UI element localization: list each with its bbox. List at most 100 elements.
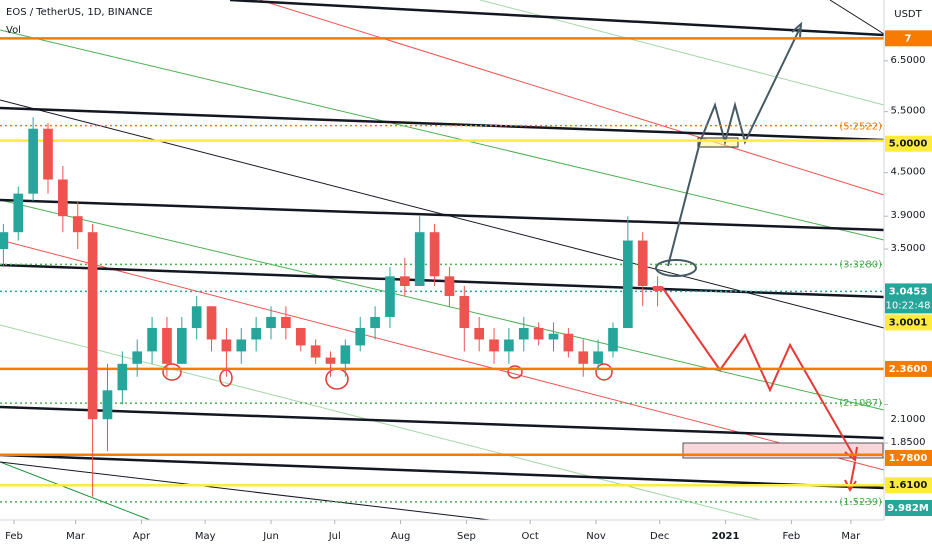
trend-line bbox=[229, 0, 885, 37]
trend-line bbox=[0, 324, 761, 521]
bearish-path bbox=[849, 461, 856, 489]
axis-labels: Feb Mar Apr May Jun Jul Aug Sep Oct Nov Dec 2021 Feb… bbox=[5, 30, 932, 542]
candle-body bbox=[608, 328, 618, 352]
x-tick-label: Mar bbox=[841, 531, 861, 542]
candle-body bbox=[13, 193, 24, 233]
price-label-bg bbox=[885, 314, 932, 331]
candle-body bbox=[132, 351, 143, 364]
trend-line bbox=[0, 198, 885, 232]
trend-line bbox=[259, 0, 885, 196]
candle-body bbox=[162, 328, 172, 364]
bullish-path bbox=[667, 27, 801, 267]
trend-line bbox=[829, 0, 885, 35]
candle-body bbox=[459, 295, 470, 329]
x-tick-label: Jul bbox=[328, 531, 341, 542]
x-tick-label: Feb bbox=[5, 531, 23, 542]
price-label: (5.2522) bbox=[839, 122, 882, 133]
trend-line bbox=[0, 199, 885, 411]
candle-body bbox=[489, 339, 499, 352]
x-tick-label: Mar bbox=[66, 531, 86, 542]
candle-body bbox=[444, 276, 455, 296]
candle-body bbox=[310, 345, 321, 358]
circle bbox=[162, 363, 182, 381]
price-label-bg bbox=[885, 449, 932, 466]
price-label-bg bbox=[885, 30, 932, 47]
trend-line bbox=[0, 461, 151, 521]
candle-body bbox=[370, 316, 380, 329]
price-label: 3.0001 bbox=[889, 317, 928, 328]
trend-line bbox=[0, 106, 885, 142]
y-tick-label: 2.1000 bbox=[891, 414, 926, 425]
trend-line bbox=[0, 405, 885, 440]
price-axis bbox=[884, 0, 932, 550]
candle-body bbox=[43, 128, 53, 180]
x-tick-label: Jun bbox=[262, 531, 279, 542]
candle-body bbox=[399, 276, 410, 286]
price-label: 1.7800 bbox=[889, 453, 928, 464]
circle bbox=[507, 365, 523, 379]
breakout-box bbox=[697, 137, 739, 148]
y-tick-label: 3.5000 bbox=[891, 243, 926, 254]
candle-body bbox=[518, 328, 529, 340]
ellipse bbox=[655, 259, 697, 277]
y-tick-label: 3.9000 bbox=[891, 210, 926, 221]
countdown: 10:22:48 bbox=[886, 300, 931, 311]
candle-body bbox=[414, 232, 425, 286]
x-tick-label: Oct bbox=[521, 531, 538, 542]
y-tick-label: 1.8500 bbox=[891, 437, 926, 448]
price-label: (2.1087) bbox=[839, 398, 882, 409]
y-tick-label: 4.5000 bbox=[891, 167, 926, 178]
candle-body bbox=[295, 328, 306, 346]
candle-body bbox=[325, 357, 336, 364]
price-label: 7 bbox=[905, 33, 912, 44]
candle-body bbox=[176, 328, 187, 364]
price-label: 1.6100 bbox=[889, 480, 928, 491]
candle-body bbox=[266, 316, 276, 329]
candle-body bbox=[578, 351, 589, 364]
candle-body bbox=[355, 328, 366, 346]
y-tick-label: 5.5000 bbox=[891, 106, 926, 117]
trend-line bbox=[0, 461, 491, 521]
candle-body bbox=[72, 216, 83, 233]
trend-line bbox=[0, 29, 885, 241]
x-tick-label: Dec bbox=[650, 531, 669, 542]
price-label: (1.5239) bbox=[839, 497, 882, 508]
price-label: 5.0000 bbox=[889, 139, 928, 150]
y-tick-label: 6.5000 bbox=[891, 55, 926, 66]
x-tick-label: Apr bbox=[133, 531, 151, 542]
candle-body bbox=[0, 232, 9, 250]
arrow-head bbox=[791, 21, 803, 38]
price-label-bg bbox=[885, 360, 932, 377]
candle-body bbox=[474, 328, 485, 340]
trend-line bbox=[0, 453, 885, 490]
candle-body bbox=[28, 128, 38, 194]
candle-body bbox=[504, 339, 514, 352]
candle-body bbox=[281, 316, 291, 329]
x-tick-label: Nov bbox=[586, 531, 606, 542]
x-tick-label: Feb bbox=[783, 531, 801, 542]
candle-body bbox=[206, 306, 217, 340]
candle-body bbox=[548, 333, 559, 340]
x-tick-label: May bbox=[195, 531, 216, 542]
candle-body bbox=[533, 328, 544, 340]
candle-body bbox=[340, 345, 351, 364]
candle-body bbox=[117, 363, 128, 391]
candle-body bbox=[593, 351, 603, 364]
candle-body bbox=[623, 240, 633, 329]
candle-body bbox=[251, 328, 261, 340]
time-axis bbox=[0, 520, 884, 550]
candle-body bbox=[191, 306, 202, 329]
price-label-bg bbox=[885, 283, 932, 314]
volume-label-bg bbox=[885, 500, 932, 516]
candles bbox=[0, 117, 663, 497]
candle-body bbox=[58, 179, 68, 217]
price-label-bg bbox=[885, 135, 932, 152]
price-label: 2.3600 bbox=[889, 364, 928, 375]
axis-unit: USDT bbox=[894, 9, 922, 20]
candle-body bbox=[221, 339, 232, 352]
x-tick-label: 2021 bbox=[712, 531, 740, 542]
candle-body bbox=[429, 232, 440, 277]
candle-body bbox=[147, 328, 157, 352]
price-label: 3.0453 bbox=[889, 286, 928, 297]
